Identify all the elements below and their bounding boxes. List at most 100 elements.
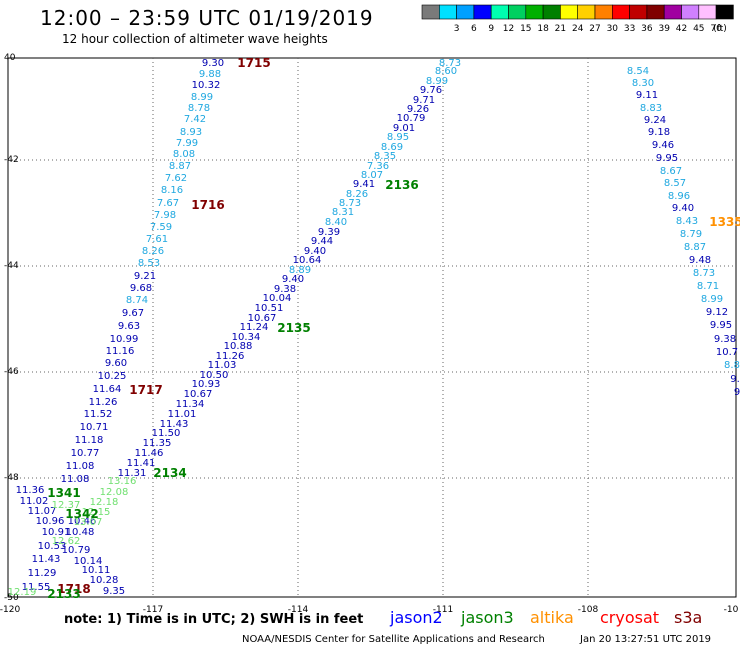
wave-height-value: 9.35: [103, 586, 125, 597]
latitude-label: -42: [4, 155, 19, 165]
legend-unit: (ft): [713, 24, 727, 34]
wave-height-value: 10.79: [62, 545, 91, 556]
longitude-label: -114: [288, 605, 309, 615]
legend-tick-label: 3: [454, 24, 460, 34]
wave-height-value: 12.18: [90, 497, 119, 508]
wave-height-value: 11.64: [93, 384, 122, 395]
wave-height-value: 10.32: [192, 80, 221, 91]
wave-height-value: 8.73: [693, 268, 715, 279]
wave-height-value: 11.01: [168, 409, 197, 420]
wave-height-value: 8.35: [374, 151, 396, 162]
wave-height-value: 8.53: [138, 258, 160, 269]
wave-height-value: 11.18: [75, 435, 104, 446]
satellite-label-s3a: s3a: [674, 608, 703, 627]
legend-tick-label: 15: [520, 24, 531, 34]
wave-height-value: 12.19: [8, 587, 37, 598]
wave-height-value: 10.88: [224, 341, 253, 352]
wave-height-value: 10.77: [71, 448, 100, 459]
wave-height-value: 8.99: [426, 76, 448, 87]
wave-height-value: 11.26: [216, 351, 245, 362]
wave-height-value: 9.40: [282, 274, 304, 285]
wave-height-value: 9.39: [318, 227, 340, 238]
legend-tick-label: 36: [641, 24, 653, 34]
track-time-label: 1342: [65, 507, 98, 521]
track-time-label: 2136: [385, 178, 418, 192]
wave-height-value: 10.11: [82, 565, 111, 576]
wave-height-value: 9.24: [644, 115, 666, 126]
latitude-label: 40: [4, 53, 16, 63]
legend-tick-label: 39: [658, 24, 670, 34]
wave-height-value: 10.04: [263, 293, 292, 304]
wave-height-value: 8.08: [173, 149, 195, 160]
wave-height-value: 9.41: [353, 179, 375, 190]
track-time-label: 1718: [57, 582, 90, 596]
wave-height-value: 11.16: [106, 346, 135, 357]
wave-height-value: 11.34: [176, 399, 205, 410]
wave-height-value: 8.54: [627, 66, 649, 77]
track-time-label: 1715: [237, 56, 270, 70]
wave-height-value: 8.26: [142, 246, 164, 257]
wave-height-value: 8.43: [676, 216, 698, 227]
wave-height-value: 11.36: [16, 485, 45, 496]
wave-height-value: 8.31: [332, 207, 354, 218]
wave-height-value: 11.43: [32, 554, 61, 565]
wave-height-value: 9.71: [413, 95, 435, 106]
wave-height-value: 10.71: [80, 422, 109, 433]
wave-height-value: 9.18: [648, 127, 670, 138]
wave-height-value: 11.41: [127, 458, 156, 469]
wave-height-value: 11.03: [208, 360, 237, 371]
wave-height-value: 8.73: [339, 198, 361, 209]
wave-height-value: 10.67: [184, 389, 213, 400]
map-frame: [7, 57, 737, 598]
wave-height-value: 8.60: [435, 66, 457, 77]
wave-height-value: 11.24: [240, 322, 269, 333]
track-time-label: 1717: [129, 383, 162, 397]
wave-height-value: 7.59: [150, 222, 172, 233]
wave-height-value: 10.93: [192, 379, 221, 390]
wave-height-value: 8.99: [701, 294, 723, 305]
wave-height-value: 9.12: [706, 307, 728, 318]
track-labels: 1715 1716 1717 1718 2136 2135 2134 2133 1341 1342…: [47, 56, 740, 601]
wave-height-value: 9.76: [420, 85, 442, 96]
wave-height-value: 13.16: [108, 476, 137, 487]
legend-tick-label: 27: [589, 24, 600, 34]
wave-height-value: 9.48: [689, 255, 711, 266]
footnote: note: 1) Time is in UTC; 2) SWH is in fe…: [64, 612, 364, 627]
wave-height-value: 9.01: [393, 123, 415, 134]
legend-tick-label: 24: [572, 24, 584, 34]
satellite-label-jason3: jason3: [461, 608, 514, 627]
wave-height-value: 9: [734, 387, 740, 398]
wave-height-value: 10.46: [68, 516, 97, 527]
wave-height-value: 7.36: [367, 161, 389, 172]
wave-height-value: 9.38: [274, 284, 296, 295]
track-time-label: 2134: [153, 466, 186, 480]
wave-height-value: 10.48: [66, 527, 95, 538]
latitude-label: -44: [4, 261, 19, 271]
longitude-label: -117: [143, 605, 163, 615]
wave-height-value: 9.95: [710, 320, 732, 331]
wave-height-values: 9.309.8810.328.998.787.428.937.998.088.8…: [8, 58, 740, 598]
track-time-label: 1716: [191, 198, 224, 212]
track-time-label: 1341: [47, 486, 80, 500]
wave-height-value: 8.57: [664, 178, 686, 189]
track-time-label: 2135: [277, 321, 310, 335]
longitude-label: -120: [0, 605, 20, 615]
wave-height-value: 8.96: [668, 191, 690, 202]
wave-height-value: 8.99: [191, 92, 213, 103]
wave-height-value: 8.71: [697, 281, 719, 292]
wave-height-value: 10.7: [716, 347, 738, 358]
wave-height-value: 11.46: [135, 448, 164, 459]
wave-height-value: 10.53: [38, 541, 67, 552]
wave-height-value: 10.96: [36, 516, 65, 527]
wave-height-value: 11.08: [61, 474, 90, 485]
wave-height-value: 10.51: [255, 303, 284, 314]
legend-tick-label: 9: [488, 24, 494, 34]
axis-labels: -120 -117 -114 -111 -108 -10 40 -42 -44 -46 -48 -50: [0, 53, 739, 615]
wave-height-value: 9.63: [118, 321, 140, 332]
legend-tick-label: 12: [503, 24, 514, 34]
legend-tick-label: 45: [693, 24, 704, 34]
wave-height-value: 9.40: [304, 246, 326, 257]
wave-height-value: 9.60: [105, 358, 127, 369]
wave-height-value: 7.67: [157, 198, 179, 209]
satellite-label-altika: altika: [530, 608, 574, 627]
